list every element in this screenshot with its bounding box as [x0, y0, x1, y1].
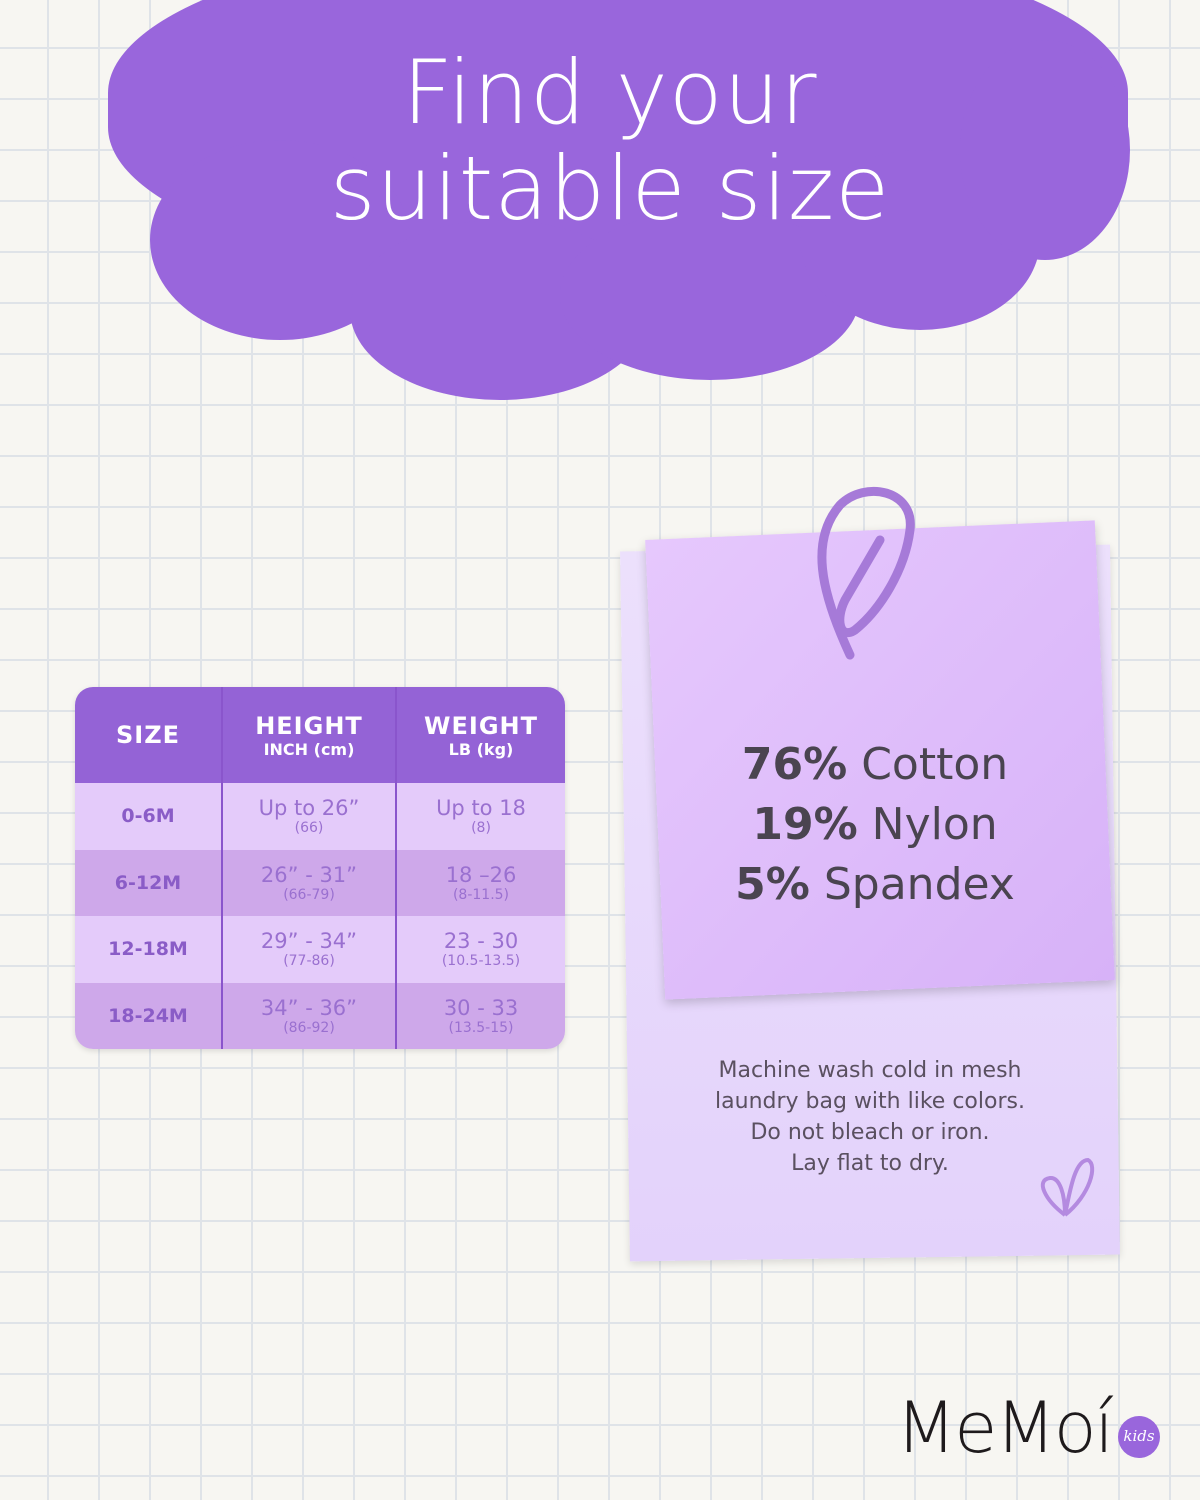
weight-kg: (10.5-13.5): [441, 953, 521, 970]
weight-cell: 23 - 30: [443, 929, 519, 954]
header-height: HEIGHT: [255, 711, 363, 740]
table-row: 18-24M 34” - 36” (86-92) 30 - 33 (13.5-15): [75, 982, 565, 1049]
brand-wordmark: MeMoí: [895, 1387, 1114, 1469]
weight-kg: (13.5-15): [448, 1019, 514, 1036]
header-height-unit: INCH (cm): [263, 739, 355, 759]
brand-logo: MeMoí kids: [896, 1385, 1160, 1471]
table-row: 6-12M 26” - 31” (66-79) 18 –26 (8-11.5): [75, 849, 565, 916]
table-header: SIZE HEIGHT INCH (cm) WEIGHT LB (kg): [75, 687, 565, 783]
care-line: laundry bag with like colors.: [715, 1089, 1025, 1114]
weight-cell: Up to 18: [436, 796, 526, 821]
care-line: Machine wash cold in mesh: [718, 1058, 1022, 1083]
fabric-line: 76% Cotton: [741, 739, 1009, 790]
table-row: 12-18M 29” - 34” (77-86) 23 - 30 (10.5-13.…: [75, 916, 565, 983]
weight-cell: 18 –26: [445, 862, 517, 887]
brand-kids-badge: kids: [1118, 1416, 1160, 1458]
size-cell: 12-18M: [108, 938, 188, 961]
header-weight: WEIGHT: [424, 711, 538, 740]
page-title: Find your suitable size: [329, 41, 891, 240]
care-line: Do not bleach or iron.: [750, 1120, 990, 1145]
weight-kg: (8): [471, 820, 491, 837]
height-cell: 26” - 31”: [260, 862, 358, 887]
fabric-line: 19% Nylon: [752, 799, 998, 850]
paperclip-icon: [817, 486, 915, 660]
height-cm: (66): [294, 820, 324, 837]
size-cell: 0-6M: [121, 805, 175, 828]
weight-kg: (8-11.5): [452, 886, 510, 903]
table-row: 0-6M Up to 26” (66) Up to 18 (8): [75, 783, 565, 850]
height-cell: 29” - 34”: [260, 929, 358, 954]
header-size: SIZE: [115, 721, 180, 749]
height-cell: 34” - 36”: [260, 995, 358, 1020]
fabric-line: 5% Spandex: [735, 859, 1015, 910]
heart-doodle-icon: [1040, 1157, 1095, 1217]
weight-cell: 30 - 33: [443, 995, 519, 1020]
size-cell: 6-12M: [114, 871, 182, 894]
size-chart-table: SIZE HEIGHT INCH (cm) WEIGHT LB (kg) 0-6M …: [75, 687, 565, 1049]
height-cm: (66-79): [283, 886, 335, 903]
header-weight-unit: LB (kg): [448, 739, 514, 759]
height-cm: (86-92): [283, 1019, 335, 1036]
height-cell: Up to 26”: [258, 796, 360, 821]
height-cm: (77-86): [283, 953, 335, 970]
fabric-composition: 76% Cotton 19% Nylon 5% Spandex: [660, 735, 1090, 915]
care-instructions: Machine wash cold in mesh laundry bag wi…: [640, 1055, 1100, 1179]
size-cell: 18-24M: [108, 1004, 188, 1027]
care-line: Lay flat to dry.: [791, 1151, 949, 1176]
